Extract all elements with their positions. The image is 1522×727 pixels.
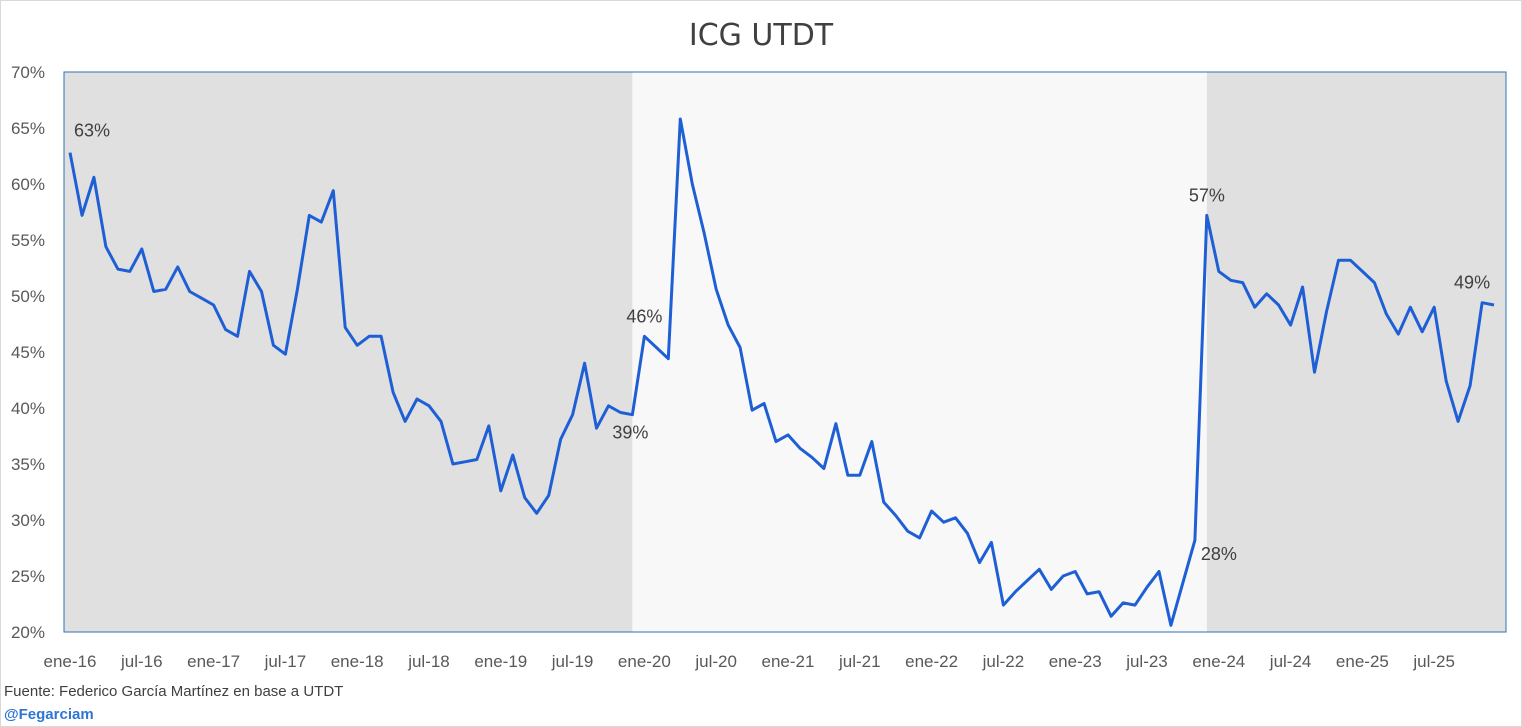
x-tick-label: ene-24 (1192, 652, 1245, 671)
data-label: 63% (74, 121, 110, 141)
y-tick-label: 45% (11, 343, 45, 362)
data-label: 57% (1189, 185, 1225, 205)
y-tick-label: 60% (11, 175, 45, 194)
y-tick-label: 70% (11, 63, 45, 82)
x-tick-label: ene-21 (762, 652, 815, 671)
y-tick-label: 40% (11, 399, 45, 418)
x-tick-label: jul-19 (551, 652, 594, 671)
x-tick-label: ene-22 (905, 652, 958, 671)
y-tick-label: 35% (11, 455, 45, 474)
background-band (64, 72, 633, 632)
x-tick-label: jul-25 (1412, 652, 1455, 671)
x-tick-label: jul-22 (982, 652, 1025, 671)
y-tick-label: 20% (11, 623, 45, 642)
y-tick-label: 55% (11, 231, 45, 250)
data-label: 39% (612, 423, 648, 443)
x-axis: ene-16 jul-16 ene-17 jul-17 ene-18 jul-18 ene-… (44, 652, 1455, 671)
x-tick-label: jul-20 (694, 652, 737, 671)
chart-title: ICG UTDT (689, 18, 834, 53)
x-tick-label: ene-19 (474, 652, 527, 671)
data-label: 46% (626, 306, 662, 326)
x-tick-label: ene-18 (331, 652, 384, 671)
author-handle[interactable]: @Fegarciam (4, 706, 94, 723)
data-label: 28% (1201, 544, 1237, 564)
x-tick-label: jul-18 (407, 652, 450, 671)
x-tick-label: ene-25 (1336, 652, 1389, 671)
x-tick-label: jul-17 (264, 652, 307, 671)
x-tick-label: ene-20 (618, 652, 671, 671)
plot-area-border (63, 71, 1507, 633)
x-tick-label: jul-16 (120, 652, 163, 671)
x-tick-label: ene-17 (187, 652, 240, 671)
data-label: 49% (1454, 273, 1490, 293)
source-note: Fuente: Federico García Martínez en base… (4, 683, 344, 700)
y-tick-label: 25% (11, 567, 45, 586)
background-band (1206, 72, 1506, 632)
x-tick-label: jul-23 (1125, 652, 1168, 671)
x-tick-label: jul-21 (838, 652, 881, 671)
data-labels: 63% 39% 46% 28% 57% 49% (74, 121, 1490, 565)
x-tick-label: ene-16 (44, 652, 97, 671)
y-tick-label: 50% (11, 287, 45, 306)
x-tick-label: jul-24 (1269, 652, 1312, 671)
y-tick-label: 30% (11, 511, 45, 530)
y-tick-label: 65% (11, 119, 45, 138)
series-line (68, 117, 1495, 627)
y-axis: 20% 25% 30% 35% 40% 45% 50% 55% 60% 65% 70% (11, 63, 45, 642)
x-tick-label: ene-23 (1049, 652, 1102, 671)
background-band (632, 72, 1207, 632)
